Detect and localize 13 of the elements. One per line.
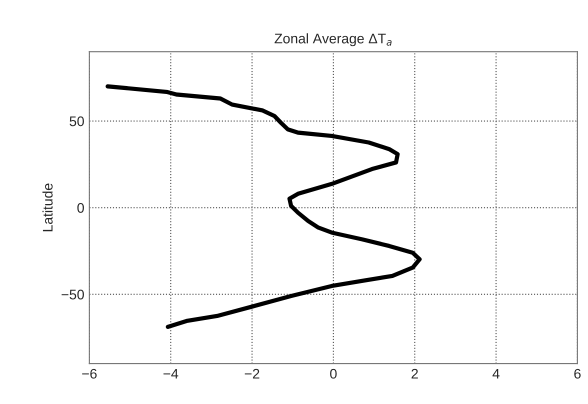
y-tick-label: 0 bbox=[77, 202, 84, 213]
y-tick-label: 50 bbox=[70, 116, 84, 126]
x-tick-label: −6 bbox=[82, 368, 97, 379]
x-tick-label: 2 bbox=[412, 368, 418, 379]
x-tick-label: 0 bbox=[330, 368, 337, 379]
y-axis-title: Latitude bbox=[42, 184, 53, 232]
y-tick-label: −50 bbox=[62, 290, 84, 300]
x-tick-label: −2 bbox=[244, 368, 260, 379]
x-tick-label: −4 bbox=[163, 368, 178, 379]
x-tick-label: 6 bbox=[574, 368, 581, 379]
line-series bbox=[106, 84, 422, 329]
chart-title: Zonal Average ΔT$_{a}$ bbox=[274, 33, 392, 46]
x-tick-label: 4 bbox=[492, 368, 500, 379]
